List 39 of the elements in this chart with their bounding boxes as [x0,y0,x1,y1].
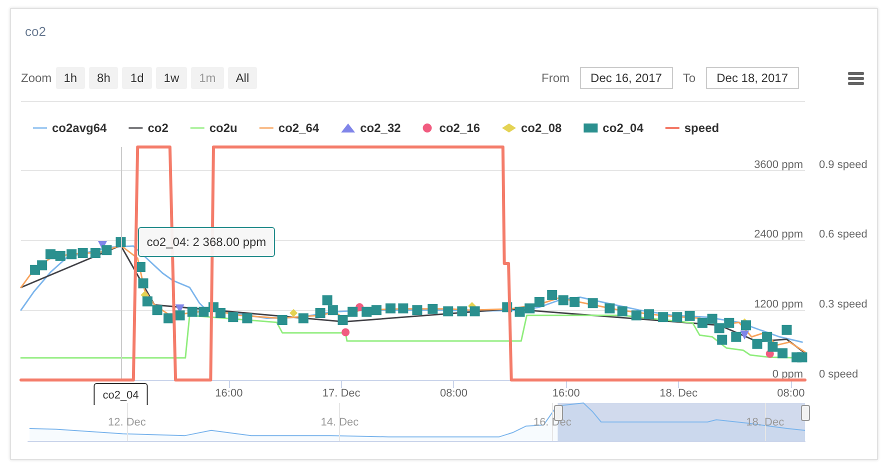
text: 1w [156,67,188,89]
x-tick-label: 17. Dec [322,388,361,400]
text: Dec 18, 2017 [706,67,799,89]
x-tick-label: 18. Dec [660,388,698,400]
x-tick-label: 14. Dec [320,416,360,428]
legend-label: co2_32 [360,121,402,135]
legend-label: co2_16 [439,121,480,135]
legend-label: co2_08 [520,121,562,135]
text: Dec 16, 2017 [580,67,673,89]
legend-label: co2u [209,121,238,135]
legend-label: co2 [148,121,169,135]
text: All [228,67,258,89]
chart-title: co2 [25,24,46,39]
legend-label: co2_64 [278,121,320,135]
y2-tick-label: 0.6 speed [819,228,868,241]
legend-label: co2_04 [602,121,644,135]
text: 1h [56,67,86,89]
y-tick-label: 2400 ppm [754,228,803,241]
x-tick-label: 08:00 [440,388,468,400]
text: 1d [122,67,152,89]
text: From [542,71,570,85]
y2-tick-label: 0.3 speed [819,298,868,311]
y-tick-label: 1200 ppm [754,298,803,311]
y2-tick-label: 0 speed [819,368,858,380]
annotation: co2_04: 2 368.00 ppm [138,227,276,258]
legend-label: co2avg64 [52,121,108,135]
text: Zoom [21,71,52,85]
y-tick-label: 0 ppm [772,368,803,380]
legend-label: speed [684,121,720,135]
x-tick-label: 08:00 [777,388,805,400]
x-tick-label: 16:00 [552,388,580,400]
text: To [682,71,696,85]
y-tick-label: 3600 ppm [754,158,803,171]
y2-tick-label: 0.9 speed [819,158,868,171]
text: 8h [89,67,118,89]
ref-line-label: co2_04 [102,390,139,402]
x-tick-label: 12. Dec [108,416,146,428]
x-tick-label: 16:00 [215,388,243,400]
text: 1m [191,67,224,89]
